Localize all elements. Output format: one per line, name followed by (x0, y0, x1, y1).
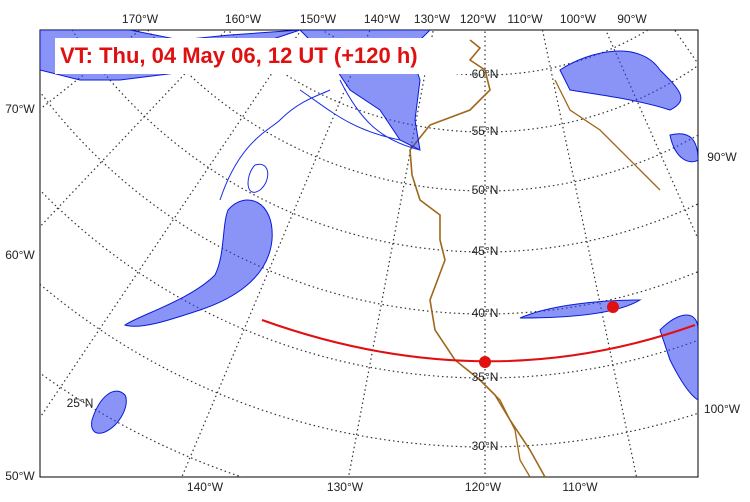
top-label: 170°W (122, 12, 159, 26)
top-label: 110°W (507, 12, 543, 26)
map-frame (39, 29, 699, 478)
bottom-label: 120°W (465, 480, 502, 494)
contour-line (219, 89, 331, 201)
lat-label: 50°N (472, 183, 499, 197)
right-label: 90°W (707, 150, 737, 164)
longitude-line (40, 30, 228, 228)
top-label: 90°W (617, 12, 647, 26)
point-marker (607, 301, 619, 313)
point-marker (479, 356, 491, 368)
right-label: 100°W (704, 402, 741, 416)
left-label: 70°W (5, 102, 35, 116)
lat-label: 55°N (472, 124, 499, 138)
longitude-line (605, 30, 698, 241)
lat-label: 25°N (67, 396, 94, 410)
title-box (55, 38, 467, 74)
top-label: 140°W (364, 12, 401, 26)
title: VT: Thu, 04 May 06, 12 UT (+120 h) (60, 43, 418, 68)
contour-line (299, 79, 421, 151)
contour-area (123, 199, 273, 327)
lat-label: 35°N (472, 370, 499, 384)
longitude-line (347, 30, 434, 477)
lat-label: 40°N (472, 306, 499, 320)
left-label: 60°W (5, 248, 35, 262)
top-label: 160°W (225, 12, 262, 26)
contour-area (91, 390, 127, 434)
lat-label: 45°N (472, 244, 499, 258)
lat-label: 30°N (472, 439, 499, 453)
contour-area (519, 299, 698, 401)
labels: 170°W 160°W 150°W 140°W 130°W 120°W 110°W 100°W… (5, 12, 740, 494)
bottom-label: 110°W (562, 480, 598, 494)
top-label: 100°W (560, 12, 597, 26)
lat-label: 60°N (472, 67, 499, 81)
top-label: 120°W (460, 12, 497, 26)
contour-area (559, 50, 698, 163)
left-label: 50°W (5, 469, 35, 483)
longitude-line (541, 30, 638, 477)
bottom-label: 140°W (187, 480, 224, 494)
top-label: 150°W (300, 12, 337, 26)
top-label: 130°W (414, 12, 451, 26)
coastline (479, 79, 661, 477)
bottom-label: 130°W (327, 480, 364, 494)
